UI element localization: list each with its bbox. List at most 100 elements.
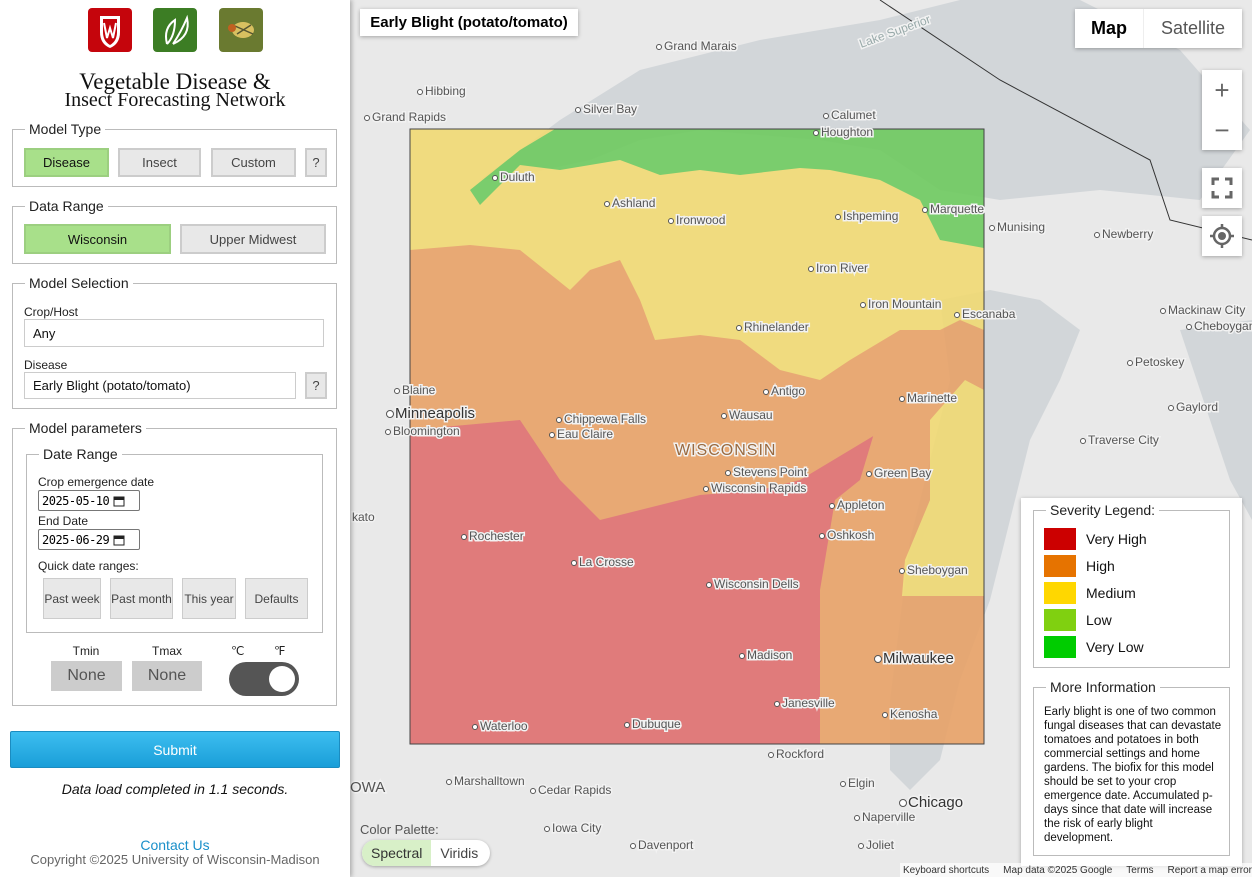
map-button[interactable]: Map [1091,18,1127,38]
submit-button[interactable]: Submit [10,731,340,768]
city-label: Rochester [469,529,524,543]
city-dot [882,712,888,718]
city-label: Escanaba [962,307,1016,321]
city-dot [492,175,498,181]
city-dot [385,429,391,435]
city-label: Iron River [816,261,868,275]
city-dot [461,534,467,540]
city-label: Madison [747,648,792,662]
help-button[interactable]: ? [305,148,327,177]
region-label: WISCONSIN [675,442,776,459]
calendar-icon [113,535,125,545]
end-date-input[interactable]: 2025-06-29 [38,529,140,550]
zoom-in[interactable]: + [1214,74,1230,105]
region-very-low [470,129,984,248]
city-dot [874,655,882,663]
city-label: Traverse City [1088,433,1159,447]
tmin-input[interactable]: None [51,661,122,691]
legend-label: Medium [1086,585,1136,601]
city-label: Mackinaw City [1168,303,1245,317]
border [879,0,1252,241]
palette-option[interactable]: Spectral [362,840,432,866]
quick-button[interactable]: Past month [110,578,173,619]
fullscreen-button[interactable] [1202,168,1242,208]
city-dot [604,201,610,207]
field-label: Tmin [72,644,100,658]
legend-item: High [1044,555,1115,577]
unit-toggle[interactable] [229,662,299,696]
city-dot [829,503,835,509]
city-label: Grand Marais [664,39,737,53]
city-label: Waterloo [480,719,528,733]
footer-link[interactable]: Report a map error [1167,864,1252,876]
region-high-southeast [880,596,984,720]
footer-link[interactable]: Keyboard shortcuts [903,864,990,876]
city-label: Petoskey [1135,355,1184,369]
city-label: Blaine [402,383,436,397]
footer-link[interactable]: Terms [1126,864,1154,876]
legend-panel: Severity Legend: Very High High Medium Low V… [1021,498,1242,866]
help-button[interactable]: ? [305,372,327,399]
city-dot [954,312,960,318]
crop-select[interactable]: Any [24,319,324,347]
upper-midwest-button[interactable]: Upper Midwest [180,224,326,254]
city-dot [575,107,581,113]
city-dot [835,214,841,220]
city-label: Marshalltown [454,774,525,788]
city-label: Chippewa Falls [564,412,646,426]
palette-option[interactable]: Viridis [440,845,479,861]
quick-button[interactable]: Past week [43,578,101,619]
city-label: Cedar Rapids [538,783,611,797]
state-label: OWA [350,779,385,796]
city-label: Gaylord [1176,400,1218,414]
city-dot [1168,405,1174,411]
city-dot [922,207,928,213]
contact-link[interactable]: Contact Us [140,837,210,853]
legend-title: Severity Legend: [1046,502,1160,518]
region-medium [410,129,984,380]
field-label: Quick date ranges: [38,559,139,573]
model-type: Model Type Disease Insect Custom ? [12,121,337,187]
quick-button[interactable]: This year [182,578,236,619]
date-value: 2025-05-10 [42,493,110,508]
custom-button[interactable]: Custom [211,148,296,177]
wisconsin-button[interactable]: Wisconsin [24,224,171,254]
insect-logo [219,8,263,52]
section-title: Model parameters [25,420,146,436]
legend-item: Very Low [1044,636,1144,658]
info-text: Early blight is one of two common fungal… [1044,706,1222,844]
quick-button[interactable]: Defaults [245,578,308,619]
city-dot [1080,438,1086,444]
city-dot [571,560,577,566]
city-dot [624,722,630,728]
footer-text: Map data ©2025 Google [1003,864,1113,876]
location-button[interactable] [1202,216,1242,256]
lake-superior [480,0,1250,200]
map-title: Early Blight (potato/tomato) [360,9,578,36]
city-label: Dubuque [632,717,681,731]
date-value: 2025-06-29 [42,532,110,547]
city-label: Ashland [612,196,655,210]
city-dot [1186,324,1192,330]
zoom-out[interactable]: − [1214,114,1230,145]
city-dot [808,266,814,272]
satellite-button[interactable]: Satellite [1143,9,1242,48]
city-dot [736,325,742,331]
disease-select[interactable]: Early Blight (potato/tomato) [24,372,296,399]
insect-button[interactable]: Insect [118,148,201,177]
field-label: Crop/Host [24,305,79,319]
legend-swatch [1044,582,1076,604]
section-title: Date Range [39,446,122,462]
city-label: Ironwood [676,213,725,227]
city-label: Iowa City [552,821,601,835]
city-dot [549,432,555,438]
start-date-input[interactable]: 2025-05-10 [38,490,140,511]
city-dot [725,470,731,476]
city-label: Newberry [1102,227,1153,241]
city-dot [989,225,995,231]
city-label: Oshkosh [827,528,874,542]
city-dot [472,724,478,730]
tmax-input[interactable]: None [132,661,202,691]
disease-button[interactable]: Disease [24,148,109,177]
legend-item: Very High [1044,528,1147,550]
